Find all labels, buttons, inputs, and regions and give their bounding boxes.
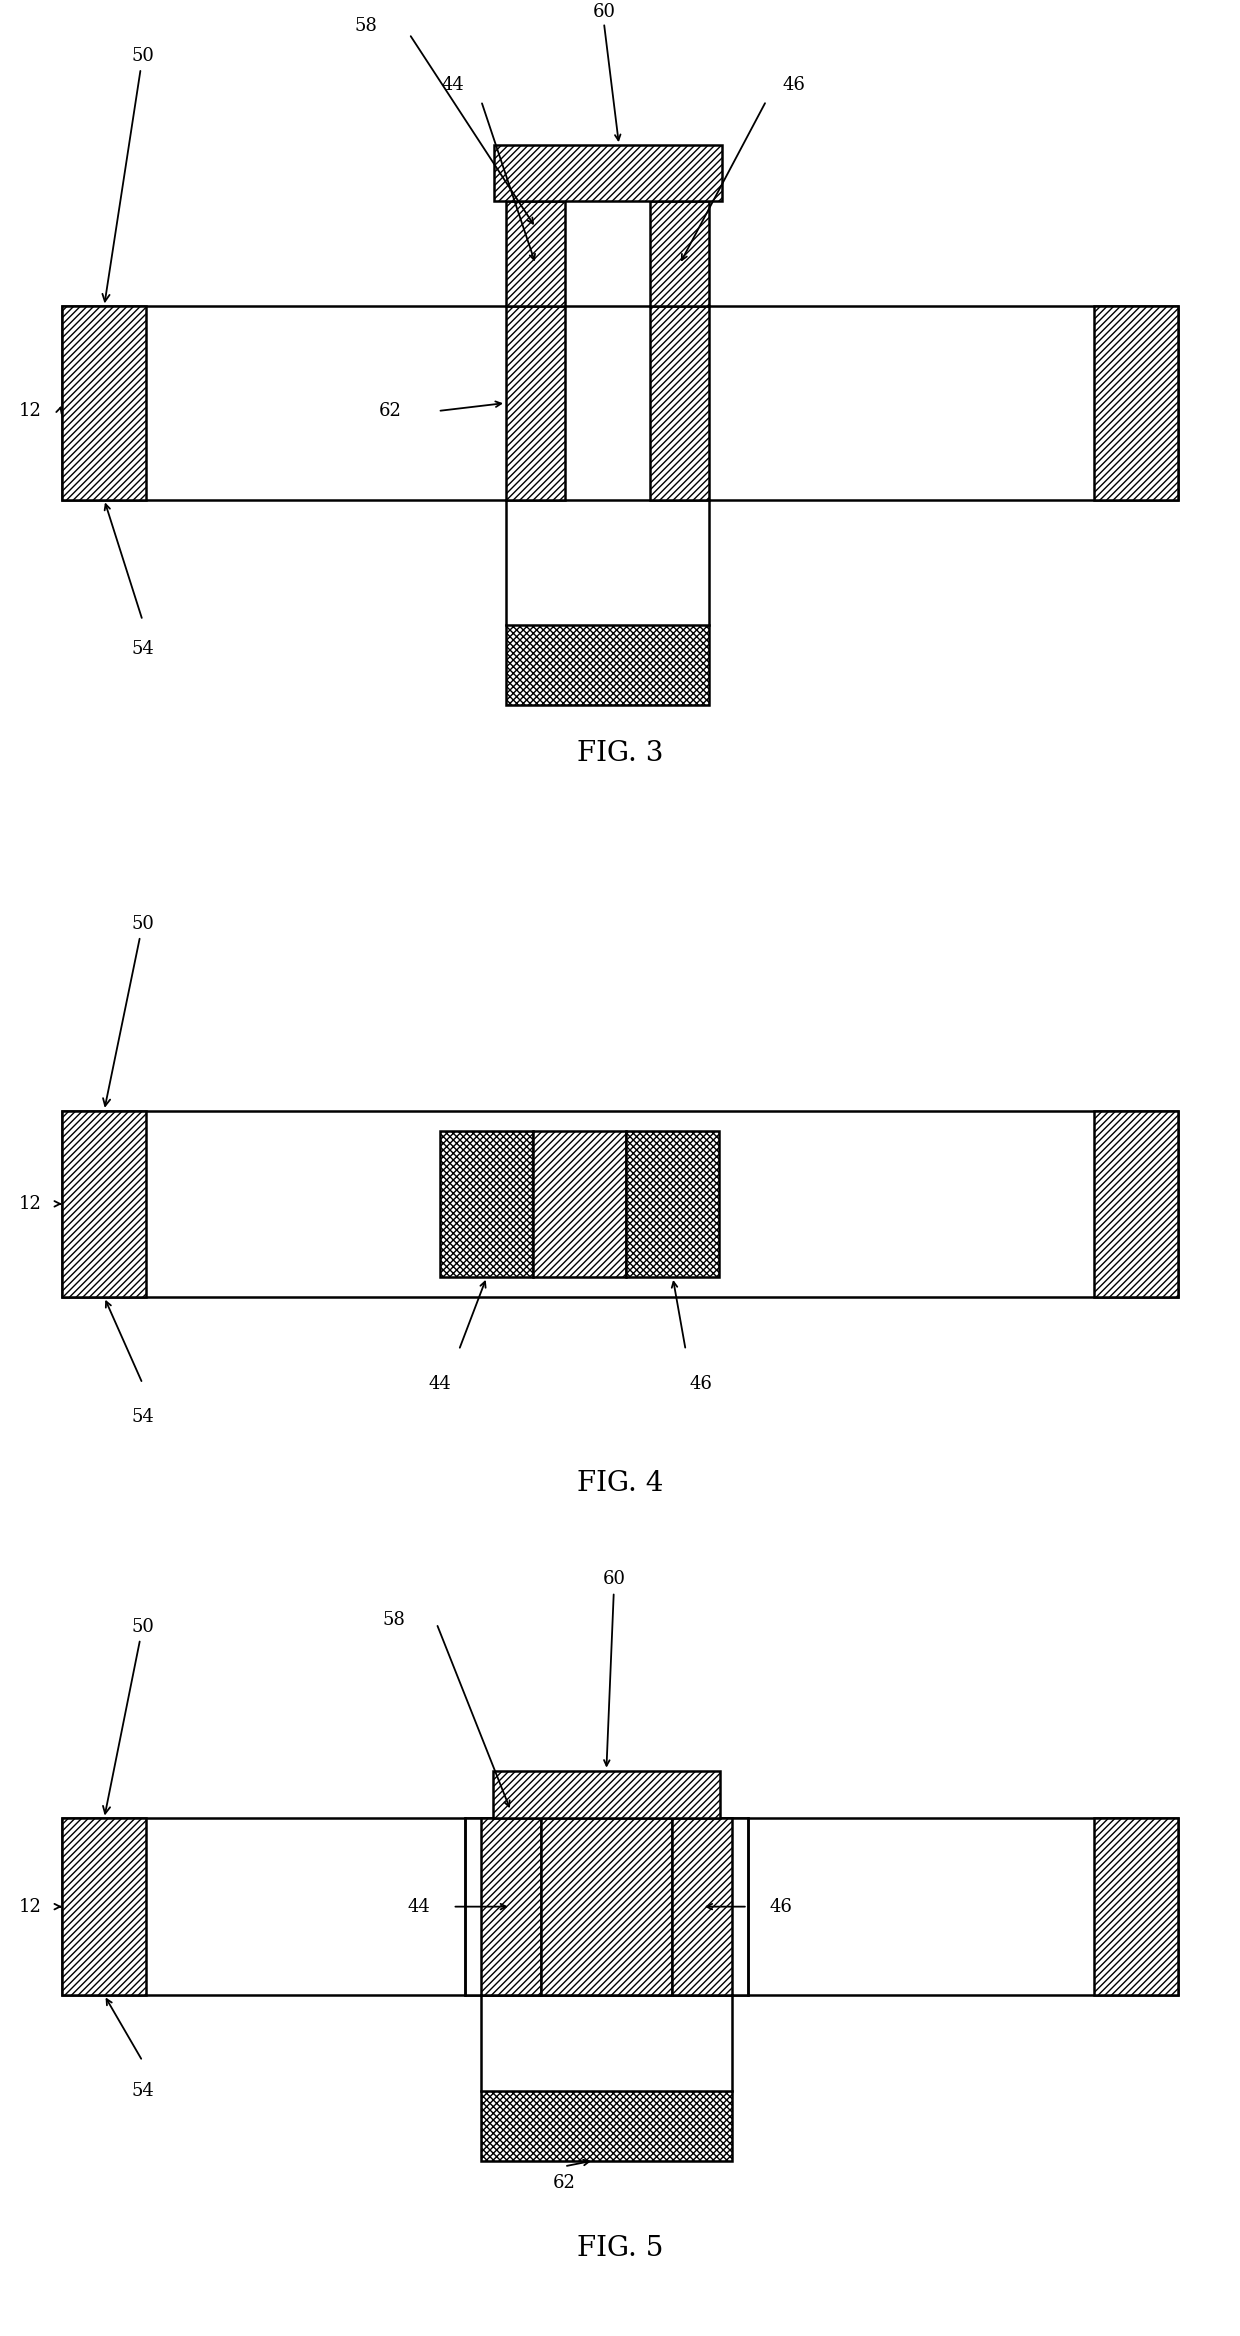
Bar (62, 1817, 146, 1995)
Bar (62, 306, 146, 500)
Text: 46: 46 (770, 1897, 792, 1916)
Bar (440, 1131, 533, 1278)
Text: 60: 60 (603, 1570, 625, 1588)
Text: 54: 54 (131, 640, 154, 659)
Text: 12: 12 (19, 1897, 41, 1916)
Bar (672, 1817, 732, 1995)
Text: FIG. 5: FIG. 5 (577, 2236, 663, 2261)
Text: FIG. 3: FIG. 3 (577, 741, 663, 766)
Text: 50: 50 (103, 1619, 154, 1813)
Text: 12: 12 (19, 402, 41, 420)
Text: 50: 50 (103, 47, 154, 301)
Bar (494, 145, 722, 201)
Bar (481, 1817, 541, 1995)
Text: 54: 54 (131, 2081, 154, 2100)
Bar (626, 1131, 719, 1278)
Text: 62: 62 (379, 402, 402, 420)
Bar (62, 1817, 1178, 1995)
Bar (541, 1817, 672, 1995)
Bar (494, 1771, 719, 1817)
Text: 60: 60 (593, 2, 615, 21)
Bar (481, 2091, 732, 2161)
Text: 44: 44 (441, 75, 464, 93)
Text: 62: 62 (553, 2172, 575, 2191)
Text: 50: 50 (103, 916, 154, 1105)
Bar (650, 306, 709, 500)
Bar (1094, 1110, 1178, 1296)
Text: 58: 58 (355, 16, 377, 35)
Bar (1094, 306, 1178, 500)
Bar (533, 1131, 626, 1278)
Bar (62, 1110, 146, 1296)
Text: 44: 44 (408, 1897, 430, 1916)
Text: 12: 12 (19, 1194, 41, 1212)
Text: FIG. 4: FIG. 4 (577, 1469, 663, 1497)
Bar (1094, 1817, 1178, 1995)
Bar (62, 1110, 1178, 1296)
Text: 58: 58 (383, 1610, 405, 1628)
Text: 46: 46 (689, 1374, 712, 1392)
Text: 44: 44 (429, 1374, 451, 1392)
Bar (62, 306, 1178, 500)
Bar (506, 201, 565, 306)
Text: 54: 54 (131, 1409, 154, 1425)
Bar (465, 1817, 748, 1995)
Bar (506, 624, 709, 705)
Bar (650, 201, 709, 306)
Bar (506, 306, 565, 500)
Text: 46: 46 (782, 75, 805, 93)
